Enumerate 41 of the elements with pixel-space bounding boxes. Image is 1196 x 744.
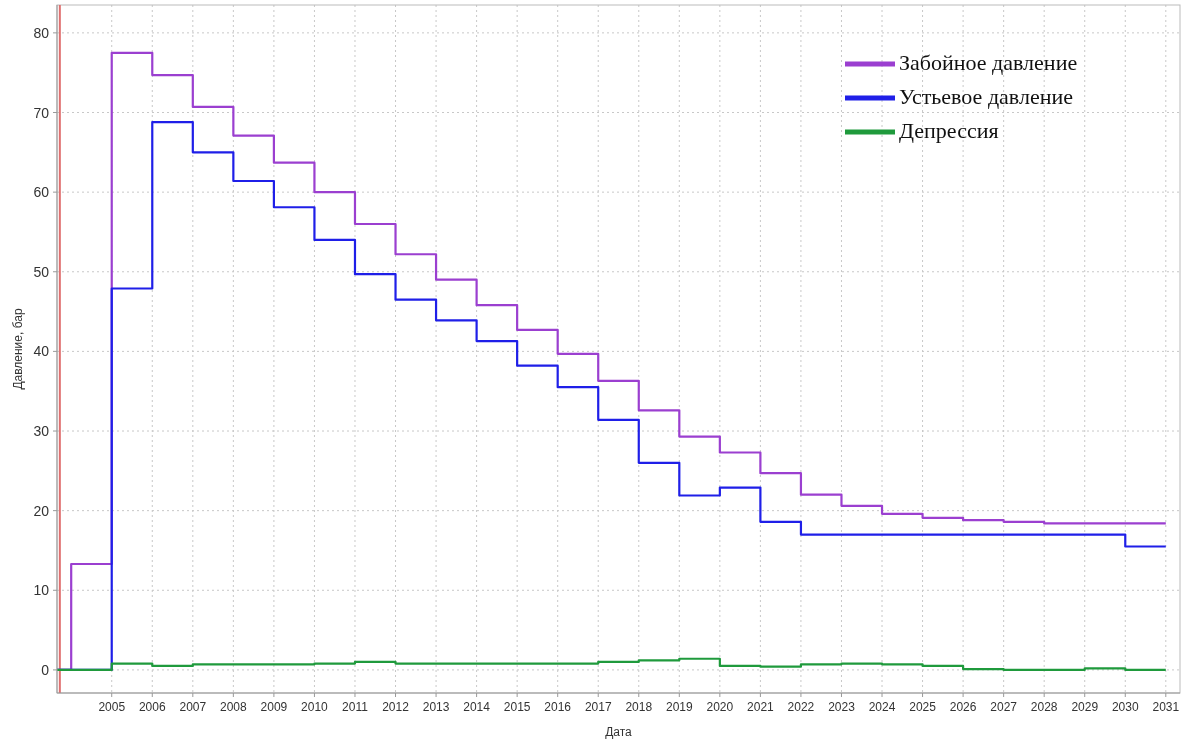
y-tick-label: 0 bbox=[41, 661, 50, 678]
y-tick-label: 30 bbox=[33, 423, 50, 440]
x-tick-label: 2028 bbox=[1030, 700, 1058, 714]
x-tick-label: 2026 bbox=[949, 700, 977, 714]
x-tick-label: 2015 bbox=[503, 700, 531, 714]
y-tick-label: 70 bbox=[33, 104, 50, 121]
x-tick-label: 2017 bbox=[584, 700, 612, 714]
x-tick-label: 2029 bbox=[1071, 700, 1099, 714]
x-tick-label: 2022 bbox=[787, 700, 815, 714]
x-tick-label: 2012 bbox=[382, 700, 410, 714]
y-tick-label: 40 bbox=[33, 343, 50, 360]
x-tick-label: 2009 bbox=[260, 700, 288, 714]
x-tick-label: 2014 bbox=[463, 700, 491, 714]
x-tick-label: 2019 bbox=[665, 700, 693, 714]
legend-label: Устьевое давление bbox=[899, 84, 1073, 109]
x-tick-label: 2018 bbox=[625, 700, 653, 714]
x-axis-title: Дата bbox=[605, 725, 633, 739]
legend-label: Забойное давление bbox=[899, 50, 1078, 75]
y-tick-label: 10 bbox=[33, 582, 50, 599]
x-tick-label: 2025 bbox=[909, 700, 937, 714]
x-tick-label: 2027 bbox=[990, 700, 1018, 714]
x-tick-label: 2005 bbox=[98, 700, 126, 714]
x-tick-label: 2020 bbox=[706, 700, 734, 714]
x-tick-label: 2011 bbox=[342, 700, 369, 714]
y-tick-label: 60 bbox=[33, 184, 50, 201]
x-tick-label: 2031 bbox=[1152, 700, 1180, 714]
x-tick-label: 2008 bbox=[220, 700, 248, 714]
x-tick-label: 2016 bbox=[544, 700, 572, 714]
y-tick-label: 20 bbox=[33, 502, 50, 519]
y-axis-title: Давление, бар bbox=[11, 308, 25, 390]
x-tick-label: 2010 bbox=[301, 700, 329, 714]
x-tick-label: 2023 bbox=[828, 700, 856, 714]
x-tick-label: 2006 bbox=[138, 700, 166, 714]
x-tick-label: 2007 bbox=[179, 700, 207, 714]
x-tick-label: 2021 bbox=[747, 700, 775, 714]
y-tick-label: 50 bbox=[33, 263, 50, 280]
legend-label: Депрессия bbox=[899, 118, 999, 143]
y-tick-label: 80 bbox=[33, 24, 50, 41]
x-tick-label: 2013 bbox=[422, 700, 450, 714]
x-tick-label: 2030 bbox=[1111, 700, 1139, 714]
x-tick-label: 2024 bbox=[868, 700, 896, 714]
